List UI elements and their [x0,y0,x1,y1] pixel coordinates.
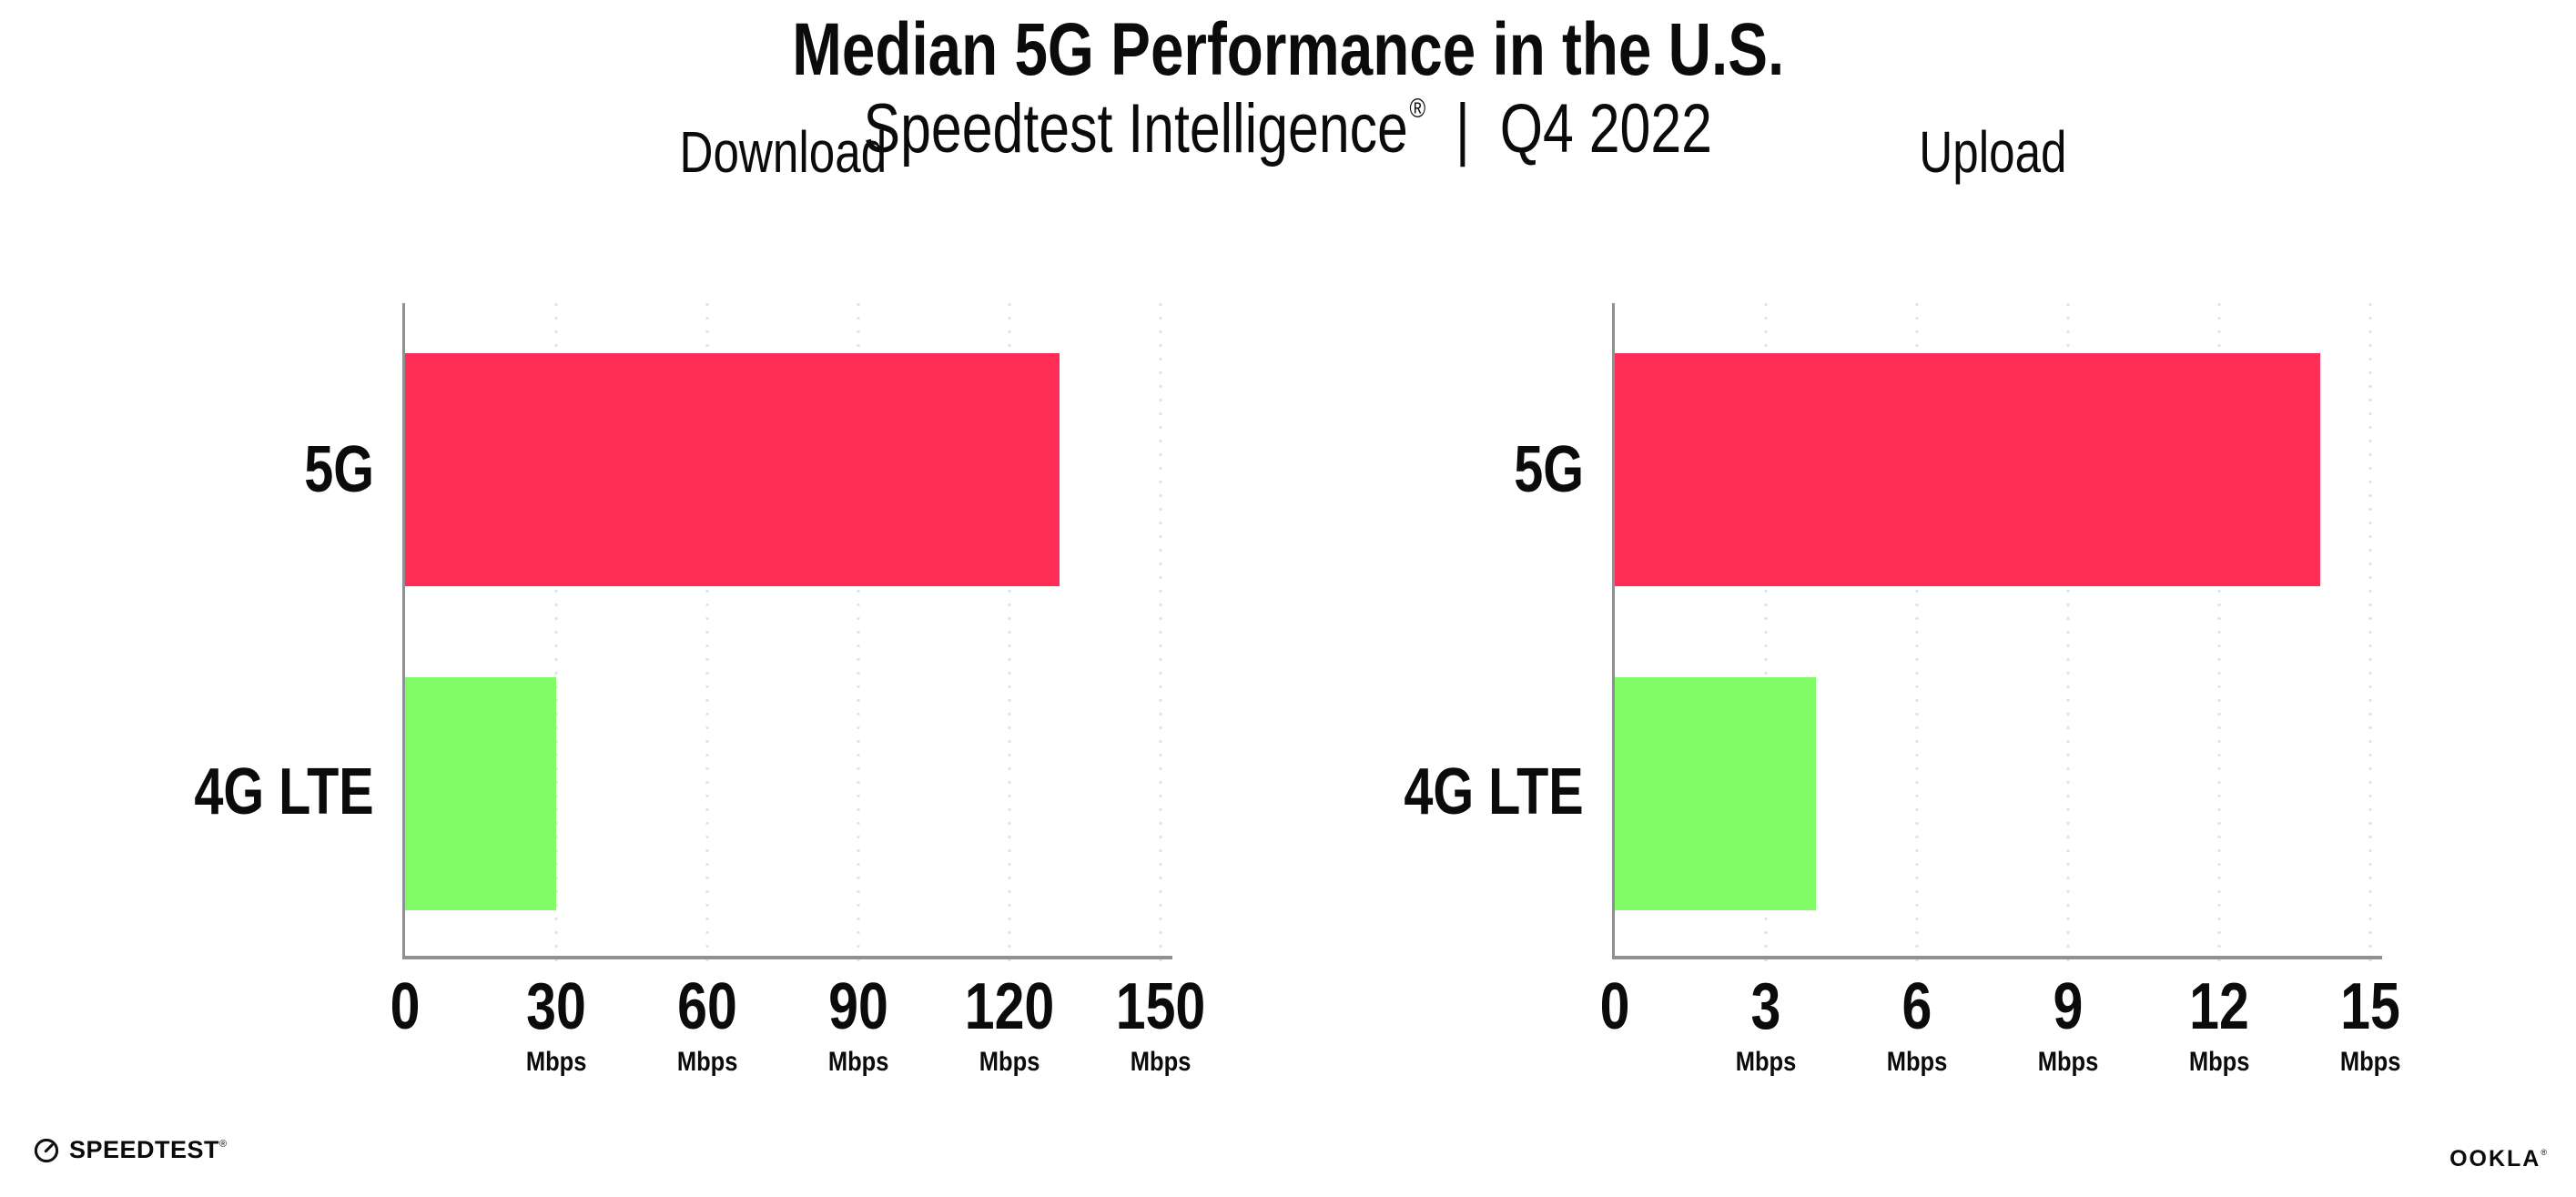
x-tick-15: 15 Mbps [2339,970,2401,1077]
speedtest-gauge-icon [33,1137,60,1164]
gridline [705,303,709,969]
x-tick-150: 150 Mbps [1115,970,1206,1077]
gridline [1915,303,1919,969]
x-tick-0: 0 [1599,970,1630,1043]
x-tick-30: 30 Mbps [525,970,587,1077]
category-label-5g: 5G [304,432,374,506]
x-axis-line [1612,956,2382,959]
gridline [554,303,558,969]
speedtest-wordmark: SPEEDTEST® [69,1136,228,1163]
ookla-wordmark: OOKLA® [2449,1146,2549,1172]
ookla-registered-mark: ® [2541,1148,2549,1157]
x-axis-line [402,956,1172,959]
x-tick-90: 90 Mbps [827,970,889,1077]
download-chart-panel: Download 5G 4G LTE 0 30 Mbps 60 Mbps 90 … [195,123,1206,1076]
bar-download-4g-lte [405,677,556,911]
category-label-4g-lte: 4G LTE [1404,756,1584,829]
subtitle-divider: | [1455,90,1471,167]
x-tick-12: 12 Mbps [2188,970,2250,1077]
upload-chart-panel: Upload 5G 4G LTE 0 3 Mbps 6 Mbps 9 Mbps [1405,123,2401,1076]
page-title: Median 5G Performance in the U.S. [792,8,1784,91]
subtitle-brand: Speedtest Intelligence [863,90,1409,167]
category-label-4g-lte: 4G LTE [194,756,374,829]
gridline [1159,303,1162,969]
gridline [1008,303,1011,969]
page-subtitle: Speedtest Intelligence® | Q4 2022 [0,93,2576,166]
x-tick-9: 9 Mbps [2037,970,2099,1077]
x-tick-0: 0 [390,970,421,1043]
registered-mark: ® [1409,94,1426,124]
x-tick-3: 3 Mbps [1735,970,1797,1077]
x-tick-6: 6 Mbps [1886,970,1948,1077]
bar-upload-4g-lte [1615,677,1817,911]
category-label-5g: 5G [1514,432,1584,506]
gridline [857,303,860,969]
ookla-logo: OOKLA® [2449,1146,2549,1172]
panel-title-download: Download [679,119,887,185]
gridline [2217,303,2221,969]
panel-title-upload: Upload [1918,119,2067,185]
bar-download-5g [405,352,1060,586]
gridline [2066,303,2070,969]
speedtest-registered-mark: ® [219,1139,228,1150]
x-tick-120: 120 Mbps [964,970,1055,1077]
speedtest-logo: SPEEDTEST® [33,1136,228,1164]
subtitle-period: Q4 2022 [1499,90,1713,167]
bar-upload-5g [1615,352,2320,586]
gridline [2368,303,2372,969]
gridline [1764,303,1768,969]
x-tick-60: 60 Mbps [676,970,738,1077]
